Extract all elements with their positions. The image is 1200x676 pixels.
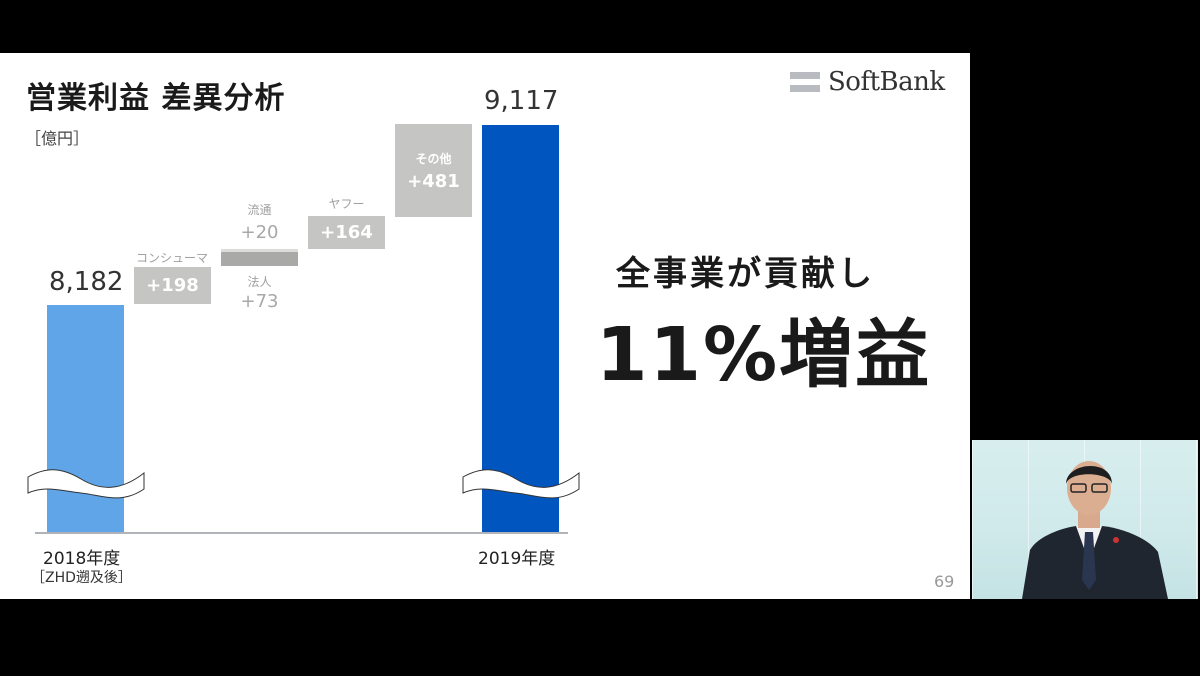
delta-box-yahoo: +164 xyxy=(308,216,385,249)
delta-box-corporate xyxy=(221,252,298,266)
category-2018-note: ［ZHD遡及後］ xyxy=(31,570,132,586)
headline-growth: 11%増益 xyxy=(596,312,932,398)
chart-baseline xyxy=(35,532,568,534)
delta-label-consumer: コンシューマ xyxy=(135,251,208,265)
axis-break-icon xyxy=(462,469,580,499)
delta-label-corporate: 法人 xyxy=(247,275,272,289)
unit-label: ［億円］ xyxy=(25,129,90,148)
axis-break-icon xyxy=(27,469,145,499)
slide-title: 営業利益 差異分析 xyxy=(26,81,286,116)
delta-label-yahoo: ヤフー xyxy=(328,197,365,211)
value-2019: 9,117 xyxy=(484,86,559,116)
delta-label-distribution: 流通 xyxy=(247,203,272,217)
logo-bars-icon xyxy=(790,72,820,92)
presenter-figure xyxy=(1022,461,1168,599)
delta-value-other: +481 xyxy=(407,171,460,192)
category-2018: 2018年度 xyxy=(43,549,121,569)
delta-box-distribution xyxy=(221,249,298,252)
logo-text: SoftBank xyxy=(828,67,945,97)
delta-box-other: その他 +481 xyxy=(395,124,472,217)
presentation-slide: 営業利益 差異分析 ［億円］ SoftBank 8,182 コンシューマ +19… xyxy=(0,53,970,599)
bar-2019 xyxy=(482,125,559,533)
delta-box-consumer: +198 xyxy=(134,267,211,304)
value-2018: 8,182 xyxy=(49,267,124,297)
delta-value-corporate: +73 xyxy=(240,291,279,312)
presenter-video xyxy=(972,440,1198,599)
softbank-logo: SoftBank xyxy=(790,67,945,97)
page-number: 69 xyxy=(934,572,955,591)
delta-value-distribution: +20 xyxy=(240,222,279,243)
headline-contribution: 全事業が貢献し xyxy=(616,254,875,294)
category-2019: 2019年度 xyxy=(478,549,556,569)
delta-label-other: その他 xyxy=(415,152,452,166)
